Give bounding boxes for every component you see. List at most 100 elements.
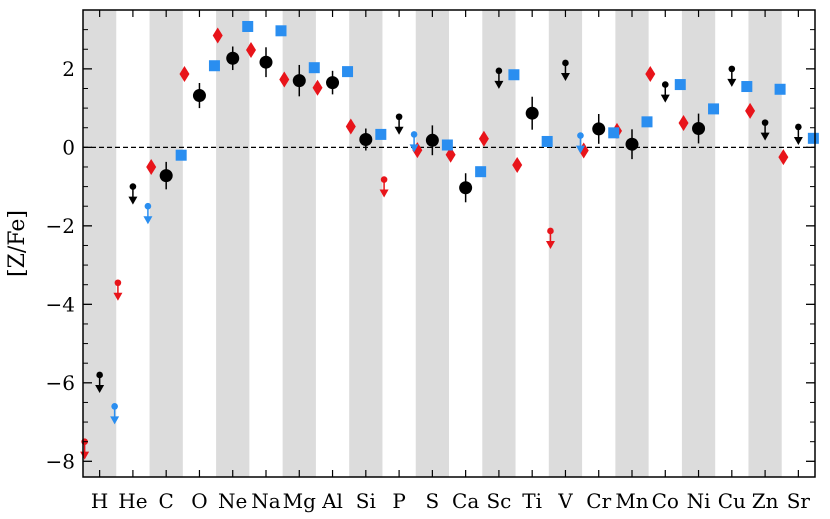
point-diamond-al: [312, 79, 323, 96]
point-square-s: [441, 139, 453, 151]
upper-limit-circle-p: [394, 113, 404, 135]
point-circle-mg: [292, 74, 306, 88]
band-v: [548, 10, 583, 477]
upper-limit-circle-cu: [727, 65, 737, 87]
point-diamond-na: [246, 42, 256, 59]
limit-arrowhead: [379, 189, 389, 198]
upper-limit-circle-he: [128, 183, 138, 205]
point-circle-o: [192, 89, 206, 103]
point-square-si: [375, 128, 387, 140]
y-tick-label: −4: [46, 292, 75, 316]
upper-limit-square-v: [575, 132, 585, 154]
band-zn: [748, 10, 782, 477]
upper-limit-diamond-p: [379, 176, 389, 198]
x-tick-label-v: V: [557, 489, 573, 513]
x-tick-label-cr: Cr: [586, 489, 611, 513]
x-tick-label-cu: Cu: [718, 489, 746, 513]
x-tick-label-zn: Zn: [752, 489, 779, 513]
x-tick-label-na: Na: [251, 489, 281, 513]
limit-arrowhead: [110, 416, 120, 425]
y-tick-label: −2: [46, 214, 75, 238]
point-diamond-si: [345, 118, 356, 135]
point-circle-na: [259, 55, 273, 69]
point-diamond-c: [146, 158, 157, 175]
point-diamond-sr: [778, 149, 789, 166]
band-mn: [615, 10, 649, 477]
x-tick-label-sr: Sr: [787, 489, 811, 513]
upper-limit-circle-h: [95, 371, 105, 393]
limit-arrowhead: [760, 132, 770, 141]
limit-arrowhead: [113, 292, 123, 301]
point-square-ne: [242, 20, 254, 32]
point-square-na: [275, 25, 287, 37]
limit-arrowhead: [409, 144, 419, 153]
data-marks: [80, 20, 819, 460]
x-tick-label-he: He: [118, 489, 147, 513]
band-ni: [681, 10, 716, 477]
point-diamond-ne: [212, 27, 223, 44]
point-square-c: [175, 149, 187, 161]
point-diamond-zn: [745, 102, 756, 119]
point-square-cu: [741, 81, 753, 93]
x-tick-label-mn: Mn: [615, 489, 648, 513]
point-circle-al: [326, 76, 340, 90]
point-square-zn: [774, 83, 786, 95]
point-diamond-sc: [478, 130, 489, 147]
point-circle-cr: [592, 122, 606, 136]
x-tick-label-mg: Mg: [283, 489, 316, 513]
limit-dot: [728, 65, 736, 73]
y-tick-label: 2: [62, 57, 75, 81]
point-circle-ti: [525, 106, 539, 120]
x-tick-label-p: P: [392, 489, 405, 513]
upper-limit-circle-sc: [494, 67, 504, 89]
point-diamond-ti: [512, 157, 523, 174]
x-tick-label-h: H: [91, 489, 108, 513]
upper-limit-circle-sr: [793, 123, 803, 145]
upper-limit-circle-zn: [760, 119, 770, 141]
point-square-ti: [541, 135, 553, 147]
alternating-bands: [83, 10, 782, 477]
upper-limit-circle-v: [560, 59, 570, 81]
limit-arrowhead: [727, 78, 737, 87]
point-square-mg: [308, 62, 320, 74]
point-circle-si: [359, 133, 373, 147]
point-square-sc: [508, 69, 520, 81]
point-square-sr: [807, 132, 819, 144]
x-tick-label-ca: Ca: [452, 489, 479, 513]
upper-limit-square-h: [110, 403, 120, 425]
point-circle-ni: [692, 122, 706, 136]
point-circle-mn: [625, 137, 639, 151]
y-axis-label: [Z/Fe]: [5, 210, 30, 277]
point-square-ni: [708, 103, 720, 115]
limit-arrowhead: [394, 126, 404, 135]
x-tick-label-al: Al: [321, 489, 343, 513]
band-ne: [216, 10, 250, 477]
limit-dot: [661, 81, 669, 88]
upper-limit-diamond-v: [545, 227, 555, 249]
limit-arrowhead: [95, 384, 105, 393]
point-square-al: [342, 66, 354, 78]
band-s: [415, 10, 449, 477]
point-diamond-mg: [279, 71, 290, 88]
point-square-ca: [475, 166, 487, 178]
limit-arrowhead: [494, 80, 504, 89]
plot-frame: [82, 9, 816, 478]
upper-limit-square-p: [409, 131, 419, 153]
point-diamond-o: [179, 65, 190, 82]
band-h: [83, 10, 117, 477]
point-diamond-co: [645, 65, 656, 82]
limit-arrowhead: [793, 136, 803, 145]
x-tick-label-sc: Sc: [486, 489, 511, 513]
point-diamond-ni: [678, 115, 689, 132]
limit-arrowhead: [143, 216, 153, 225]
x-tick-label-o: O: [191, 489, 207, 513]
x-tick-label-s: S: [426, 489, 440, 513]
limit-arrowhead: [128, 196, 138, 205]
x-tick-label-co: Co: [652, 489, 679, 513]
point-square-cr: [608, 127, 620, 139]
point-circle-c: [159, 169, 173, 183]
upper-limit-circle-co: [660, 81, 670, 103]
x-tick-label-c: C: [159, 489, 174, 513]
point-diamond-ca: [445, 146, 456, 163]
upper-limit-square-he: [143, 202, 153, 225]
